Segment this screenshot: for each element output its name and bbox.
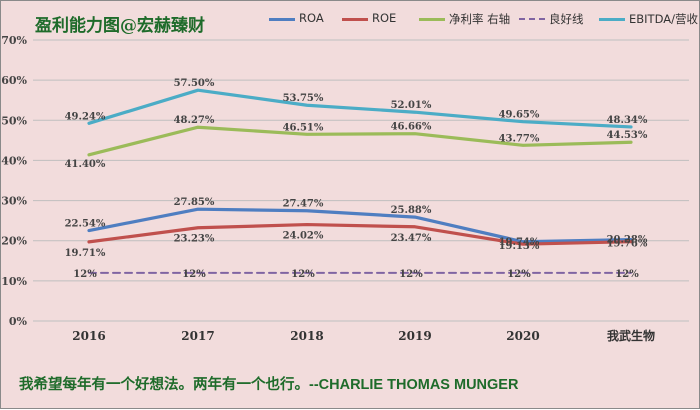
quote-author: --CHARLIE THOMAS MUNGER [309, 377, 519, 393]
series-line-4 [87, 88, 633, 129]
data-label: 12% [507, 269, 531, 280]
data-label: 46.66% [391, 122, 432, 133]
x-tick-label: 2018 [290, 329, 323, 343]
y-tick-label: 0% [9, 315, 28, 328]
data-label: 12% [291, 269, 315, 280]
x-tick-label: 2020 [506, 329, 539, 343]
data-label: 57.50% [174, 78, 215, 89]
data-label: 12% [399, 269, 423, 280]
data-label: 19.76% [607, 239, 648, 250]
data-label: 22.54% [65, 219, 106, 230]
x-tick-label: 2019 [398, 329, 431, 343]
data-label: 19.13% [499, 241, 540, 252]
data-label: 41.40% [65, 159, 106, 170]
chart-title: 盈利能力图@宏赫臻财 [35, 16, 205, 36]
data-label: 27.47% [283, 199, 324, 210]
y-tick-label: 30% [1, 195, 27, 208]
data-label: 27.85% [174, 197, 215, 208]
data-label: 12% [615, 269, 639, 280]
legend-swatch [269, 18, 295, 21]
data-label: 23.47% [391, 233, 432, 244]
x-tick-label: 2016 [72, 329, 105, 343]
y-tick-label: 20% [1, 235, 27, 248]
legend-label: 良好线 [549, 12, 584, 26]
legend-swatch [519, 18, 545, 20]
x-tick-label: 2017 [181, 329, 214, 343]
series-line-2 [87, 125, 633, 157]
series-line-0 [87, 207, 633, 244]
data-label: 12% [73, 269, 97, 280]
y-tick-label: 70% [1, 34, 27, 47]
data-label: 44.53% [607, 130, 648, 141]
data-label: 48.34% [607, 115, 648, 126]
data-label: 25.88% [391, 205, 432, 216]
legend-swatch [419, 18, 445, 21]
data-label: 12% [182, 269, 206, 280]
data-label: 52.01% [391, 100, 432, 111]
data-label: 49.65% [499, 110, 540, 121]
data-label: 49.24% [65, 111, 106, 122]
legend-label: 净利率 右轴 [449, 12, 511, 26]
y-tick-label: 60% [1, 74, 27, 87]
data-label: 43.77% [499, 133, 540, 144]
data-label: 23.23% [174, 234, 215, 245]
quote: 我希望每年有一个好想法。两年有一个也行。--CHARLIE THOMAS MUN… [19, 373, 518, 394]
legend-label: EBITDA/营收 [629, 12, 698, 26]
data-label: 20.28% [607, 235, 648, 246]
legend-swatch [599, 18, 625, 21]
data-label: 46.51% [283, 122, 324, 133]
legend-label: ROE [372, 11, 397, 25]
data-label: 19.74% [499, 237, 540, 248]
y-tick-label: 10% [1, 275, 27, 288]
y-tick-label: 50% [1, 114, 27, 127]
y-tick-label: 40% [1, 154, 27, 167]
data-label: 24.02% [283, 231, 324, 242]
quote-text: 我希望每年有一个好想法。两年有一个也行。 [19, 376, 309, 393]
legend-swatch [342, 18, 368, 21]
legend-label: ROA [299, 11, 324, 25]
x-tick-label: 我武生物 [607, 328, 655, 343]
data-label: 19.71% [65, 248, 106, 259]
data-label: 48.27% [174, 115, 215, 126]
data-label: 53.75% [283, 93, 324, 104]
series-line-1 [87, 222, 633, 246]
